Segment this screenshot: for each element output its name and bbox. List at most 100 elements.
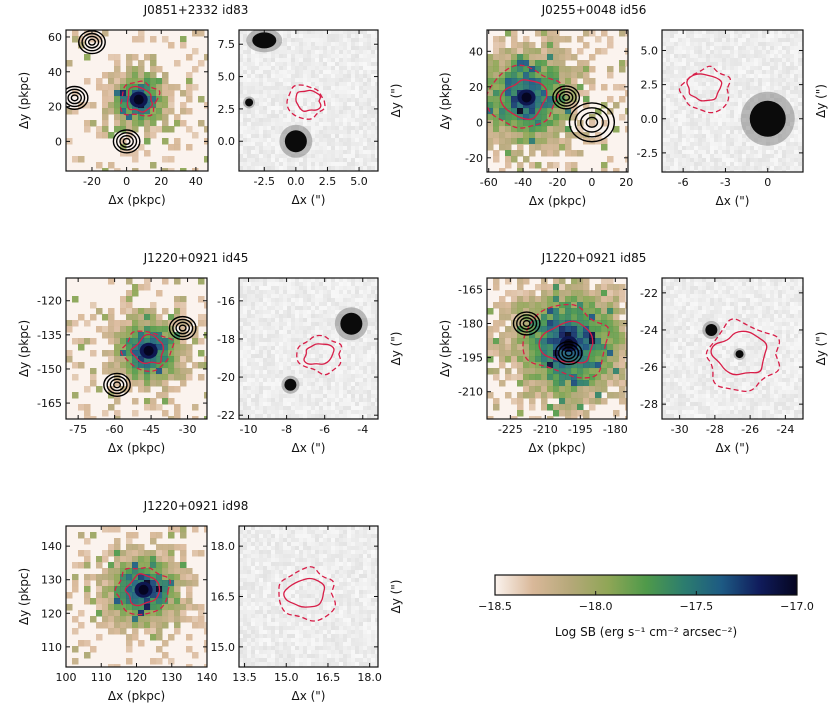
noise-pixel bbox=[746, 74, 751, 79]
noise-pixel bbox=[299, 302, 304, 307]
noise-pixel bbox=[367, 54, 372, 59]
noise-pixel bbox=[363, 334, 368, 339]
noise-pixel bbox=[670, 86, 675, 91]
noise-pixel bbox=[291, 34, 296, 39]
noise-pixel bbox=[718, 58, 723, 63]
noise-pixel bbox=[263, 102, 268, 107]
noise-pixel bbox=[287, 30, 292, 35]
noise-pixel bbox=[774, 30, 779, 35]
sb-pixel bbox=[619, 84, 626, 91]
y-tick-label: -22 bbox=[217, 409, 235, 422]
noise-pixel bbox=[243, 30, 248, 35]
noise-pixel bbox=[327, 142, 332, 147]
noise-pixel bbox=[343, 370, 348, 375]
noise-pixel bbox=[798, 170, 803, 172]
y-axis-label: Δy (pkpc) bbox=[17, 320, 31, 377]
sb-pixel bbox=[589, 296, 596, 303]
noise-pixel bbox=[255, 110, 260, 115]
noise-pixel bbox=[331, 330, 336, 335]
noise-pixel bbox=[682, 78, 687, 83]
noise-pixel bbox=[375, 334, 378, 339]
noise-pixel bbox=[674, 54, 679, 59]
noise-pixel bbox=[355, 86, 360, 91]
noise-pixel bbox=[682, 126, 687, 131]
noise-pixel bbox=[363, 394, 368, 399]
noise-pixel bbox=[734, 118, 739, 123]
sb-pixel bbox=[78, 404, 85, 411]
noise-pixel bbox=[774, 58, 779, 63]
sb-pixel bbox=[547, 126, 554, 133]
noise-pixel bbox=[730, 102, 735, 107]
noise-pixel bbox=[694, 110, 699, 115]
noise-pixel bbox=[678, 142, 683, 147]
noise-pixel bbox=[255, 398, 260, 403]
sb-pixel bbox=[150, 114, 157, 121]
noise-pixel bbox=[726, 58, 731, 63]
noise-pixel bbox=[247, 306, 252, 311]
sb-pixel bbox=[144, 78, 151, 85]
sb-pixel bbox=[156, 374, 163, 381]
noise-pixel bbox=[682, 42, 687, 47]
noise-pixel bbox=[339, 350, 344, 355]
noise-pixel bbox=[359, 150, 364, 155]
noise-pixel bbox=[706, 42, 711, 47]
noise-pixel bbox=[271, 294, 276, 299]
continuum-contour bbox=[116, 132, 138, 151]
noise-pixel bbox=[718, 162, 723, 167]
sb-pixel bbox=[162, 386, 169, 393]
noise-pixel bbox=[794, 90, 799, 95]
noise-pixel bbox=[323, 42, 328, 47]
noise-pixel bbox=[299, 350, 304, 355]
sb-pixel bbox=[487, 114, 494, 121]
sb-pixel bbox=[493, 150, 500, 157]
noise-pixel bbox=[363, 54, 368, 59]
noise-pixel bbox=[662, 158, 667, 163]
sb-pixel bbox=[138, 36, 145, 43]
sb-pixel bbox=[156, 102, 163, 109]
noise-pixel bbox=[738, 38, 743, 43]
noise-pixel bbox=[694, 74, 699, 79]
sb-pixel bbox=[120, 356, 127, 363]
noise-pixel bbox=[742, 162, 747, 167]
sb-pixel bbox=[198, 350, 205, 357]
noise-pixel bbox=[367, 338, 372, 343]
noise-pixel bbox=[754, 58, 759, 63]
source bbox=[340, 312, 363, 335]
noise-pixel bbox=[662, 74, 667, 79]
sb-pixel bbox=[192, 66, 199, 73]
sb-pixel bbox=[120, 120, 127, 127]
sb-pixel bbox=[108, 108, 115, 115]
noise-pixel bbox=[311, 290, 316, 295]
sb-pixel bbox=[547, 30, 554, 37]
noise-pixel bbox=[295, 390, 300, 395]
noise-pixel bbox=[774, 166, 779, 171]
noise-pixel bbox=[702, 78, 707, 83]
noise-pixel bbox=[331, 354, 336, 359]
sb-pixel bbox=[499, 54, 506, 61]
noise-pixel bbox=[267, 62, 272, 67]
sb-pixel bbox=[96, 308, 103, 315]
noise-pixel bbox=[367, 346, 372, 351]
noise-pixel bbox=[710, 66, 715, 71]
sb-pixel bbox=[162, 156, 169, 163]
noise-pixel bbox=[738, 154, 743, 159]
noise-pixel bbox=[347, 370, 352, 375]
sb-pixel bbox=[126, 54, 133, 61]
noise-pixel bbox=[798, 66, 803, 71]
noise-pixel bbox=[287, 86, 292, 91]
noise-pixel bbox=[315, 414, 320, 419]
noise-pixel bbox=[303, 58, 308, 63]
noise-pixel bbox=[331, 414, 336, 419]
noise-pixel bbox=[371, 146, 376, 151]
source bbox=[252, 32, 277, 49]
sb-pixel bbox=[150, 54, 157, 61]
noise-pixel bbox=[287, 102, 292, 107]
noise-pixel bbox=[734, 98, 739, 103]
noise-pixel bbox=[267, 346, 272, 351]
sb-pixel bbox=[126, 290, 133, 297]
noise-pixel bbox=[323, 58, 328, 63]
noise-pixel bbox=[706, 46, 711, 51]
sb-pixel bbox=[523, 42, 530, 49]
noise-pixel bbox=[259, 282, 264, 287]
